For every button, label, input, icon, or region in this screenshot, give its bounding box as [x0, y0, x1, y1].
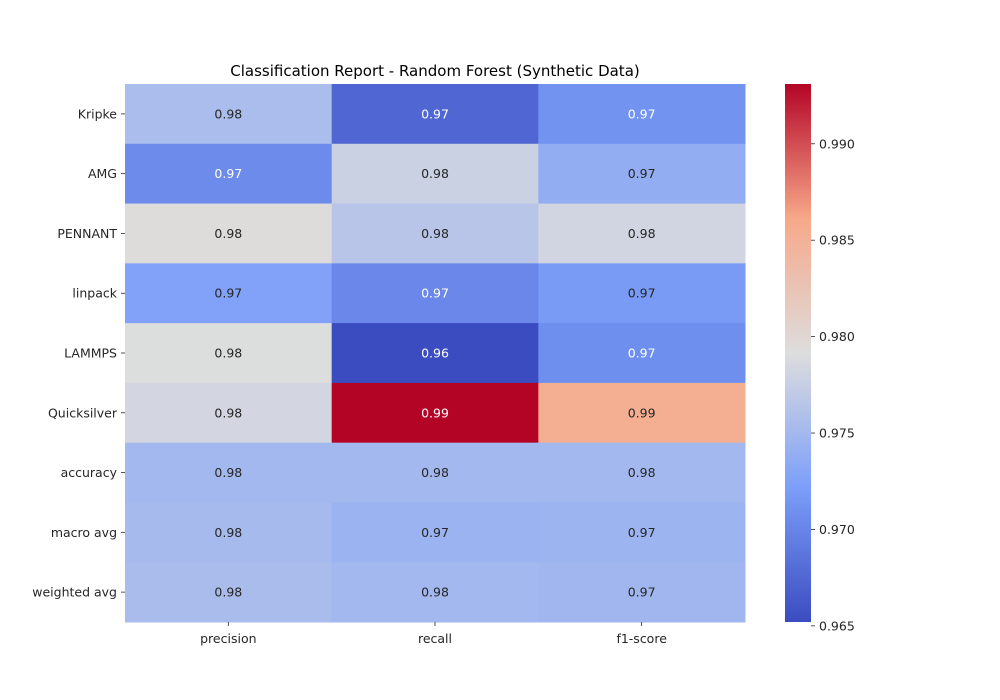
cell-value-label: 0.98: [214, 465, 242, 480]
column-tick-label: precision: [200, 631, 256, 646]
cell-value-label: 0.98: [628, 226, 656, 241]
cell-value-label: 0.97: [628, 585, 656, 600]
cell-value-label: 0.97: [628, 346, 656, 361]
cell-value-label: 0.98: [421, 166, 449, 181]
row-tick-label: linpack: [72, 286, 117, 301]
heatmap-cell: [331, 323, 539, 384]
chart-title: Classification Report - Random Forest (S…: [230, 62, 639, 80]
heatmap-cell: [538, 382, 746, 444]
heatmap-cell: [331, 502, 539, 563]
colorbar-tick-label: 0.980: [819, 329, 855, 344]
heatmap-cell: [125, 143, 333, 205]
column-tick-labels: precision recall f1-score: [200, 622, 667, 646]
cell-value-label: 0.99: [628, 405, 656, 420]
row-tick-label: Kripke: [78, 106, 118, 121]
row-tick-label: macro avg: [51, 525, 117, 540]
heatmap-cell: [331, 84, 539, 145]
heatmap-cell: [538, 143, 746, 205]
heatmap-cell: [331, 143, 539, 205]
row-tick-label: Quicksilver: [48, 405, 118, 420]
cell-value-label: 0.98: [214, 226, 242, 241]
heatmap-cell: [331, 382, 539, 444]
cell-value-label: 0.97: [628, 286, 656, 301]
colorbar-gradient: [785, 84, 811, 622]
heatmap-cells: 0.98 0.97 0.97 0.97 0.98 0.97 0.98 0.98 0.98 0.97…: [125, 84, 746, 623]
heatmap-cell: [125, 263, 333, 324]
cell-value-label: 0.97: [421, 106, 449, 121]
cell-value-label: 0.96: [421, 346, 449, 361]
heatmap-cell: [125, 382, 333, 444]
colorbar-tick-label: 0.985: [819, 233, 855, 248]
cell-value-label: 0.98: [421, 465, 449, 480]
cell-value-label: 0.97: [214, 166, 242, 181]
heatmap-cell: [538, 323, 746, 384]
cell-value-label: 0.99: [421, 405, 449, 420]
cell-value-label: 0.98: [214, 106, 242, 121]
row-tick-label: accuracy: [61, 465, 118, 480]
heatmap-cell: [125, 502, 333, 563]
cell-value-label: 0.97: [628, 106, 656, 121]
heatmap-cell: [331, 203, 539, 264]
heatmap-cell: [125, 323, 333, 384]
heatmap-cell: [538, 84, 746, 145]
cell-value-label: 0.97: [214, 286, 242, 301]
row-tick-label: weighted avg: [32, 585, 117, 600]
heatmap-cell: [331, 562, 539, 623]
heatmap-cell: [125, 84, 333, 145]
cell-value-label: 0.98: [421, 226, 449, 241]
cell-value-label: 0.98: [214, 585, 242, 600]
cell-value-label: 0.97: [421, 286, 449, 301]
heatmap-cell: [538, 442, 746, 503]
row-tick-label: PENNANT: [57, 226, 117, 241]
heatmap-cell: [125, 562, 333, 623]
heatmap-cell: [331, 263, 539, 324]
column-tick-label: f1-score: [616, 631, 667, 646]
cell-value-label: 0.98: [421, 585, 449, 600]
cell-value-label: 0.98: [214, 405, 242, 420]
heatmap-cell: [538, 502, 746, 563]
heatmap-cell: [538, 562, 746, 623]
cell-value-label: 0.98: [214, 525, 242, 540]
heatmap-cell: [538, 263, 746, 324]
colorbar: 0.965 0.970 0.975 0.980 0.985 0.990: [785, 84, 855, 633]
row-tick-label: LAMMPS: [64, 346, 117, 361]
colorbar-tick-label: 0.990: [819, 136, 855, 151]
row-tick-label: AMG: [88, 166, 117, 181]
heatmap-cell: [125, 442, 333, 503]
column-tick-label: recall: [418, 631, 452, 646]
heatmap-cell: [331, 442, 539, 503]
cell-value-label: 0.98: [628, 465, 656, 480]
cell-value-label: 0.97: [628, 525, 656, 540]
heatmap-cell: [125, 203, 333, 264]
heatmap-cell: [538, 203, 746, 264]
cell-value-label: 0.98: [214, 346, 242, 361]
row-tick-labels: Kripke AMG PENNANT linpack LAMMPS Quicksilver…: [32, 106, 125, 600]
colorbar-tick-label: 0.975: [819, 426, 855, 441]
cell-value-label: 0.97: [421, 525, 449, 540]
cell-value-label: 0.97: [628, 166, 656, 181]
colorbar-tick-label: 0.965: [819, 618, 855, 633]
colorbar-tick-label: 0.970: [819, 522, 855, 537]
